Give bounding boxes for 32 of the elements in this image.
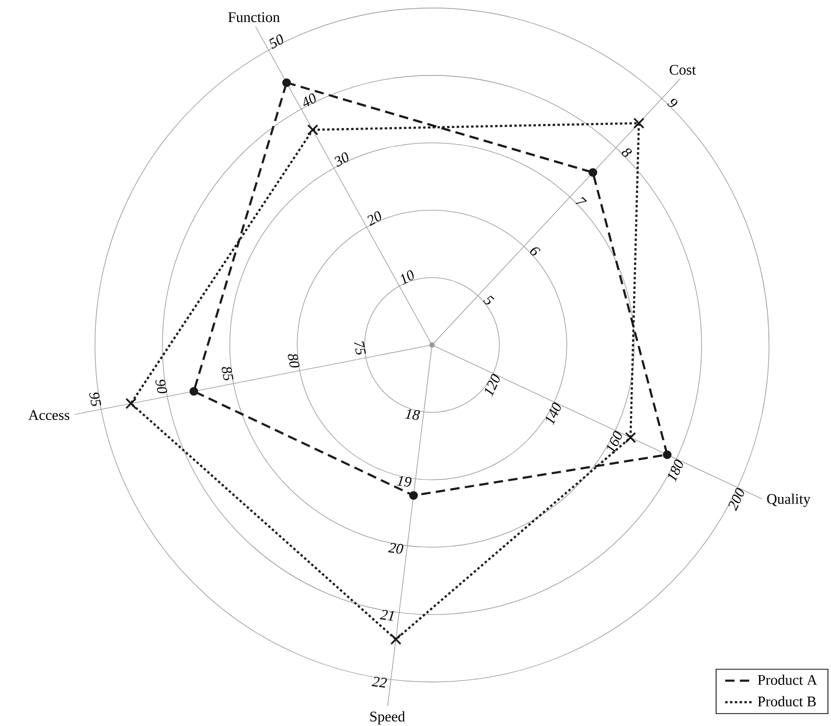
legend-label: Product A — [758, 674, 818, 685]
text: 50 — [269, 34, 283, 49]
text: 120 — [485, 374, 500, 397]
text: 9 — [667, 98, 678, 107]
text: 200 — [728, 488, 744, 512]
text: 19 — [396, 476, 412, 487]
text: 8 — [622, 148, 632, 157]
spoke-label: Quality — [767, 494, 810, 507]
text: 80 — [288, 354, 300, 368]
text: 7 — [575, 197, 588, 204]
text: 20 — [388, 543, 404, 554]
text: 22 — [372, 676, 387, 688]
legend-label: Product B — [758, 696, 816, 706]
text: 40 — [304, 93, 316, 106]
text: 160 — [607, 431, 622, 454]
text: 18 — [405, 409, 420, 420]
text: 180 — [668, 460, 683, 482]
text: 95 — [89, 392, 102, 406]
text: 140 — [546, 402, 561, 426]
text: 21 — [380, 610, 394, 621]
text: 85 — [222, 367, 234, 380]
spoke-label: Speed — [370, 711, 405, 725]
spoke-label: Function — [228, 12, 280, 22]
text: 20 — [367, 211, 382, 226]
spoke-label: Access — [28, 410, 70, 420]
text: 6 — [530, 247, 540, 256]
text: 75 — [354, 342, 366, 355]
text: 5 — [483, 296, 494, 304]
spoke-label: Cost — [670, 64, 696, 75]
text: 90 — [155, 380, 168, 394]
text: 10 — [400, 270, 414, 285]
text: 30 — [334, 152, 348, 167]
